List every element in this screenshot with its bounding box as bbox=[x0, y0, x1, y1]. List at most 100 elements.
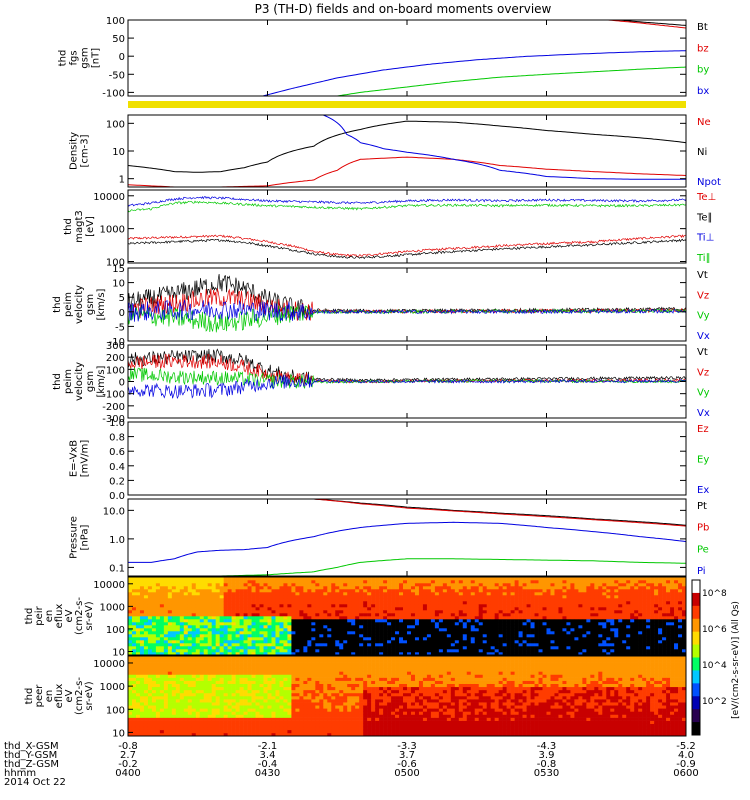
spec-cell bbox=[303, 580, 308, 584]
spec-cell bbox=[526, 643, 531, 647]
spec-cell bbox=[171, 598, 177, 602]
spec-cell bbox=[287, 714, 292, 718]
spec-cell bbox=[163, 723, 169, 728]
spec-cell bbox=[175, 652, 181, 656]
spec-cell bbox=[171, 622, 177, 626]
spec-cell bbox=[514, 634, 519, 638]
spec-cell bbox=[323, 583, 328, 587]
spec-cell bbox=[542, 628, 547, 632]
spec-cell bbox=[191, 583, 197, 587]
spec-cell bbox=[550, 616, 555, 620]
spec-cell bbox=[518, 643, 523, 647]
spec-cell bbox=[542, 613, 547, 617]
spec-cell bbox=[143, 601, 149, 605]
spec-cell bbox=[211, 702, 216, 706]
spec-cell bbox=[311, 628, 316, 632]
spec-cell bbox=[259, 677, 264, 681]
spec-cell bbox=[259, 662, 264, 666]
spec-cell bbox=[375, 607, 380, 611]
spec-cell bbox=[626, 619, 631, 623]
spec-cell bbox=[466, 607, 472, 611]
spec-cell bbox=[243, 702, 248, 706]
spec-cell bbox=[183, 665, 189, 669]
spec-cell bbox=[223, 674, 228, 678]
spec-cell bbox=[219, 634, 224, 638]
spec-cell bbox=[674, 610, 679, 614]
spec-cell bbox=[171, 613, 177, 617]
spec-cell bbox=[255, 643, 260, 647]
spec-cell bbox=[526, 610, 531, 614]
spec-cell bbox=[128, 589, 133, 593]
spec-cell bbox=[335, 580, 340, 584]
spec-cell bbox=[155, 668, 161, 672]
spec-cell bbox=[450, 628, 456, 632]
spec-cell bbox=[582, 583, 587, 587]
spec-cell bbox=[522, 583, 527, 587]
spec-cell bbox=[331, 583, 336, 587]
spec-cell bbox=[407, 622, 412, 626]
spec-cell bbox=[590, 643, 595, 647]
spec-cell bbox=[594, 637, 599, 641]
spec-cell bbox=[462, 616, 468, 620]
spec-cell bbox=[195, 610, 201, 614]
spec-cell bbox=[227, 595, 232, 599]
spec-cell bbox=[466, 622, 472, 626]
spec-cell bbox=[199, 714, 205, 718]
spec-cell bbox=[128, 659, 133, 663]
spec-cell bbox=[606, 634, 611, 638]
spec-cell bbox=[363, 601, 368, 605]
spec-cell bbox=[391, 598, 396, 602]
spec-cell bbox=[654, 613, 659, 617]
spec-cell bbox=[287, 607, 292, 611]
spec-cell bbox=[682, 631, 687, 635]
spec-cell bbox=[223, 692, 228, 697]
spec-cell bbox=[187, 580, 193, 584]
spec-cell bbox=[486, 649, 491, 653]
spec-cell bbox=[187, 723, 193, 728]
spec-cell bbox=[526, 601, 531, 605]
spec-cell bbox=[279, 662, 284, 666]
spec-cell bbox=[502, 580, 507, 584]
spec-cell bbox=[339, 607, 344, 611]
spec-cell bbox=[383, 583, 388, 587]
spec-cell bbox=[486, 583, 491, 587]
y-tick-label: 0.0 bbox=[109, 491, 125, 502]
spec-cell bbox=[343, 646, 348, 650]
spec-cell bbox=[630, 640, 635, 644]
spec-cell bbox=[666, 625, 671, 629]
spec-cell bbox=[550, 652, 555, 656]
spec-cell bbox=[263, 598, 268, 602]
spec-cell bbox=[139, 628, 145, 632]
spec-cell bbox=[231, 577, 236, 581]
spec-cell bbox=[622, 592, 627, 596]
spec-cell bbox=[171, 720, 177, 724]
spec-cell bbox=[203, 729, 209, 734]
spec-cell bbox=[179, 604, 185, 608]
spec-cell bbox=[403, 652, 408, 656]
spec-cell bbox=[375, 613, 380, 617]
spec-cell bbox=[339, 622, 344, 626]
spec-cell bbox=[179, 705, 185, 709]
spec-cell bbox=[263, 708, 268, 712]
spec-cell bbox=[514, 652, 519, 656]
spec-cell bbox=[175, 696, 181, 700]
spec-cell bbox=[335, 619, 340, 623]
spec-cell bbox=[215, 616, 220, 620]
spec-cell bbox=[279, 665, 284, 669]
spec-cell bbox=[259, 619, 264, 623]
spec-cell bbox=[331, 613, 336, 617]
spec-cell bbox=[486, 589, 491, 593]
spec-cell bbox=[319, 616, 324, 620]
spec-cell bbox=[359, 631, 364, 635]
spec-cell bbox=[618, 577, 623, 581]
spec-cell bbox=[283, 720, 288, 724]
spec-cell bbox=[159, 637, 165, 641]
spec-cell bbox=[327, 601, 332, 605]
spec-cell bbox=[426, 622, 432, 626]
spec-cell bbox=[219, 586, 224, 590]
spec-cell bbox=[183, 643, 189, 647]
spec-cell bbox=[363, 598, 368, 602]
spec-cell bbox=[279, 708, 284, 712]
